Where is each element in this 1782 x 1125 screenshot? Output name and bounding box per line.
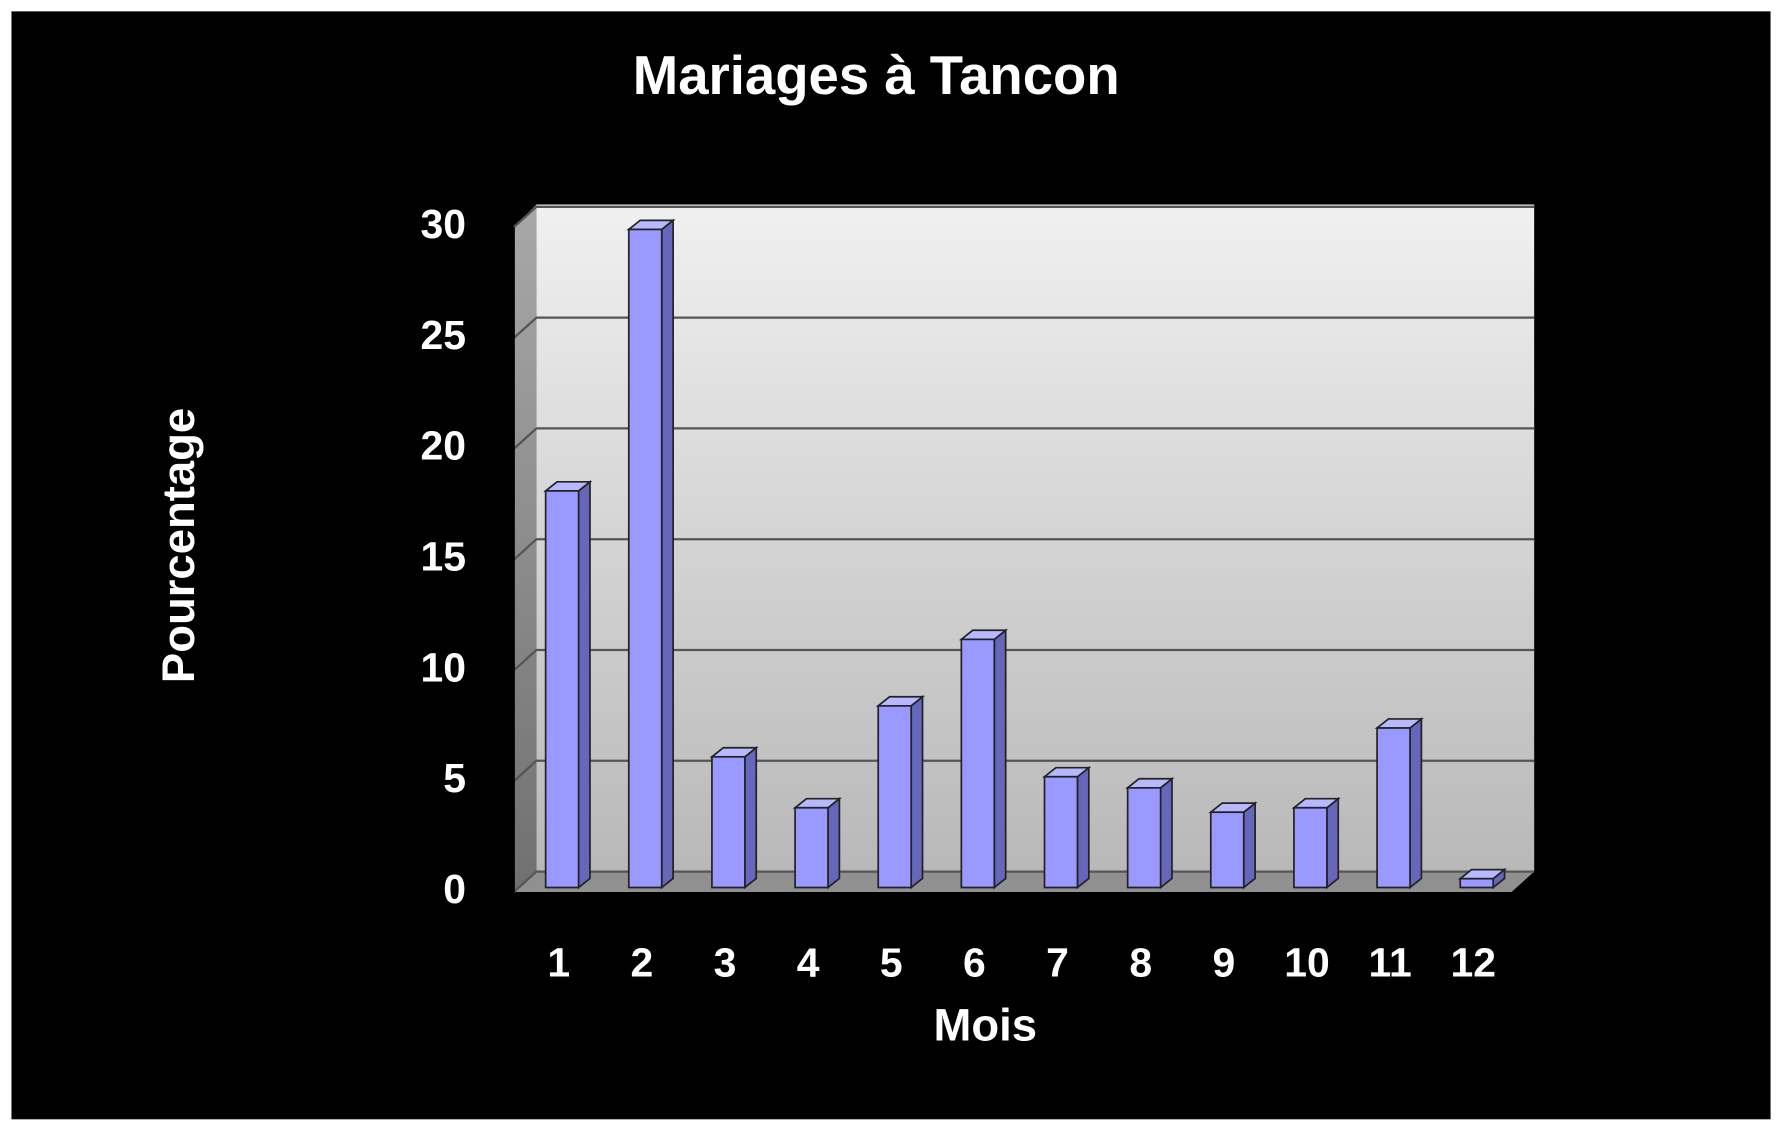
grid-line xyxy=(512,870,1535,893)
y-tick-label: 30 xyxy=(421,201,466,247)
chart-title: Mariages à Tancon xyxy=(633,45,1120,106)
x-tick-label: 5 xyxy=(880,940,903,986)
bar-front xyxy=(544,490,580,889)
y-tick-label: 0 xyxy=(443,866,466,912)
x-tick-label: 6 xyxy=(963,940,986,986)
y-tick-label: 10 xyxy=(421,644,466,690)
bar-side xyxy=(1159,776,1173,890)
bar-side xyxy=(910,694,924,890)
y-tick-label: 25 xyxy=(421,312,466,358)
bar-side xyxy=(827,796,841,890)
bar xyxy=(1125,776,1175,890)
bar-side xyxy=(1326,796,1340,890)
bar xyxy=(1042,765,1092,890)
bar-front xyxy=(794,806,829,889)
bar-side xyxy=(1076,765,1090,890)
x-axis-label: Mois xyxy=(934,999,1038,1050)
grid-line xyxy=(512,648,1535,672)
bar xyxy=(1291,796,1341,890)
y-tick-label: 15 xyxy=(421,533,466,579)
bar xyxy=(1208,801,1258,890)
x-tick-label: 3 xyxy=(714,940,737,986)
bar-front xyxy=(1209,811,1245,889)
bar-front xyxy=(627,228,663,889)
grid-line xyxy=(512,538,1535,561)
x-tick-label: 2 xyxy=(630,940,653,986)
bar-side xyxy=(1242,801,1256,890)
x-tick-label: 9 xyxy=(1212,940,1235,986)
bar xyxy=(626,218,676,890)
x-tick-label: 12 xyxy=(1451,940,1496,986)
bar-side xyxy=(1409,717,1423,890)
grid-line xyxy=(512,427,1535,450)
y-axis-label: Pourcentage xyxy=(153,408,204,683)
x-tick-label: 11 xyxy=(1369,940,1412,986)
x-tick-label: 7 xyxy=(1046,940,1069,986)
bar-front xyxy=(877,705,913,889)
bar-front xyxy=(1459,877,1495,889)
grid-line xyxy=(512,205,1535,229)
bar xyxy=(1457,867,1507,890)
bar xyxy=(875,694,925,890)
bar xyxy=(958,628,1009,890)
bar-side xyxy=(993,628,1007,890)
x-tick-label: 1 xyxy=(547,940,570,986)
y-tick-label: 5 xyxy=(443,755,466,801)
bar-front xyxy=(960,638,996,889)
bar-front xyxy=(1376,727,1411,889)
bar xyxy=(543,480,593,890)
y-tick-label: 20 xyxy=(421,423,466,469)
bar xyxy=(709,745,759,890)
grid-line xyxy=(512,316,1535,339)
back-wall xyxy=(536,204,1535,872)
x-tick-label: 4 xyxy=(797,940,820,986)
bar-front xyxy=(711,755,746,889)
floor xyxy=(513,871,1535,893)
bar xyxy=(792,796,842,890)
bar-front xyxy=(1126,786,1162,889)
bar-front xyxy=(1293,806,1328,889)
bar xyxy=(1374,717,1424,890)
bar-side xyxy=(577,480,591,890)
x-tick-label: 10 xyxy=(1284,940,1329,986)
bar-side xyxy=(660,218,674,890)
bar-front xyxy=(1043,775,1079,889)
grid-line xyxy=(512,759,1535,783)
bar-side xyxy=(744,745,758,890)
x-tick-label: 8 xyxy=(1129,940,1152,986)
